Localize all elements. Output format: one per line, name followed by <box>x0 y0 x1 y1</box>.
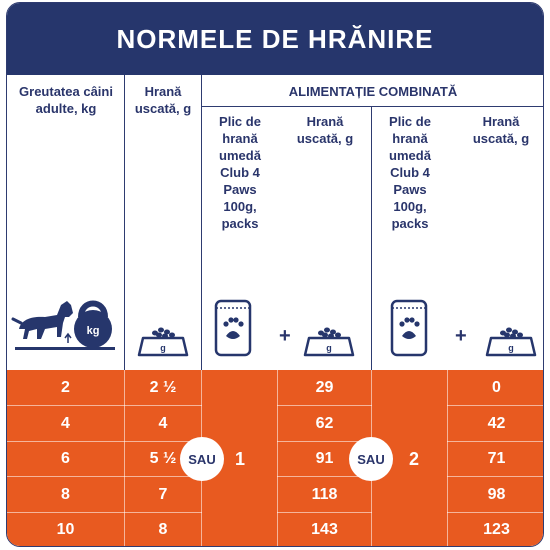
table-cell: 143 <box>311 520 338 538</box>
page-title: NORMELE DE HRĂNIRE <box>116 23 434 54</box>
feeding-table: NORMELE DE HRĂNIRE Greutatea câini adult… <box>6 2 544 547</box>
header-pouch: Plic de hrană umedă Club 4 Paws 100g, pa… <box>219 114 261 231</box>
bowl-icon: g <box>485 327 537 357</box>
header-dry-food-3: Hrană uscată, g <box>472 114 530 146</box>
data-table: 2 4 6 8 10 2 ½ 4 5 ½ 7 8 29 62 91 118 14… <box>7 370 543 546</box>
header-weight: Greutatea câini adulte, kg <box>19 84 113 116</box>
divider <box>277 370 278 546</box>
table-cell: 0 <box>492 378 501 396</box>
plus-sign: + <box>455 325 467 347</box>
divider <box>201 106 543 107</box>
header-dry-food: Hrană uscată, g <box>134 84 192 116</box>
divider <box>371 106 372 370</box>
bowl-unit-label: g <box>508 343 514 353</box>
table-cell: 4 <box>61 414 70 432</box>
weight-column: 2 4 6 8 10 <box>7 370 124 546</box>
dog-weight-icon: kg <box>11 300 115 350</box>
table-cell: 42 <box>487 414 506 432</box>
bowl-unit-label: g <box>326 343 332 353</box>
table-cell: 10 <box>56 520 75 538</box>
divider <box>124 370 125 546</box>
combo1-packs: 1 <box>235 449 246 469</box>
divider <box>124 75 125 370</box>
pouch-icon <box>390 299 428 357</box>
table-cell: 29 <box>315 378 334 396</box>
table-cell: 4 <box>158 414 168 432</box>
table-cell: 2 ½ <box>149 378 177 396</box>
table-cell: 98 <box>487 485 506 503</box>
table-cell: 118 <box>311 485 338 503</box>
table-cell: 71 <box>487 449 506 467</box>
table-cell: 62 <box>315 414 334 432</box>
combo2-packs: 2 <box>409 449 420 469</box>
divider <box>201 75 202 370</box>
plus-sign: + <box>279 325 291 347</box>
table-cell: 6 <box>61 449 70 467</box>
combo2-dry-column: 0 42 71 98 123 <box>448 370 543 546</box>
or-badge: SAU <box>349 437 393 481</box>
table-cell: 7 <box>158 485 168 503</box>
table-cell: 8 <box>158 520 168 538</box>
bowl-icon: g <box>137 327 189 357</box>
pouch-icon <box>214 299 252 357</box>
bowl-unit-label: g <box>160 343 166 353</box>
combo1-dry-column: 29 62 91 118 143 <box>278 370 371 546</box>
weight-unit-label: kg <box>87 325 100 337</box>
table-cell: 8 <box>61 485 70 503</box>
table-cell: 2 <box>61 378 70 396</box>
bowl-icon: g <box>303 327 355 357</box>
dry-food-column: 2 ½ 4 5 ½ 7 8 <box>125 370 201 546</box>
header-combined: ALIMENTAȚIE COMBINATĂ <box>288 84 458 99</box>
table-cell: 5 ½ <box>149 449 177 467</box>
header-pouch-2: Plic de hrană umedă Club 4 Paws 100g, pa… <box>389 114 431 231</box>
divider <box>447 370 448 546</box>
or-badge: SAU <box>180 437 224 481</box>
table-cell: 123 <box>483 520 510 538</box>
header-banner: NORMELE DE HRĂNIRE <box>7 3 543 75</box>
table-cell: 91 <box>315 449 334 467</box>
header-dry-food-2: Hrană uscată, g <box>296 114 354 146</box>
